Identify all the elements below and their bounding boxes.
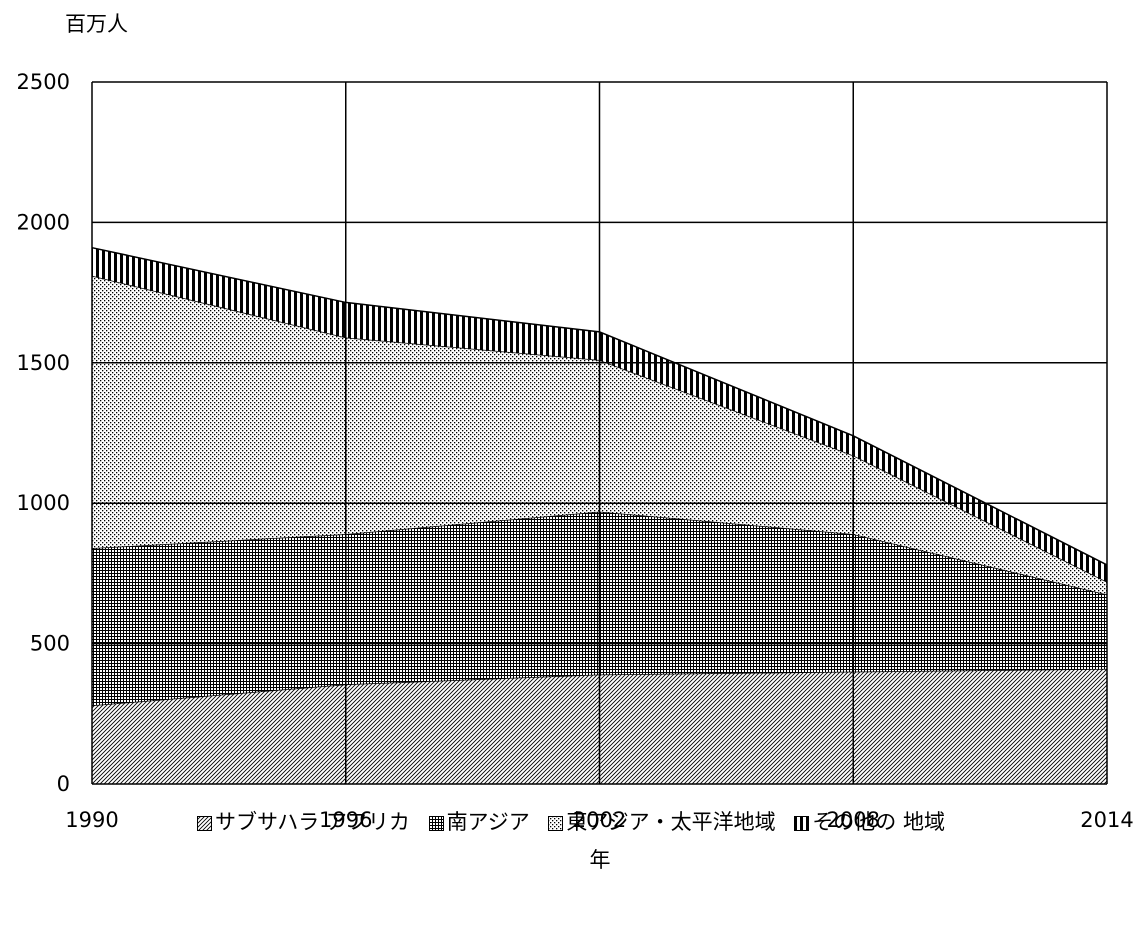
legend-swatch-diag-icon — [197, 816, 213, 831]
legend-label: その他の 地域 — [812, 810, 945, 834]
y-tick-label: 1500 — [17, 351, 70, 375]
legend-item-south-asia: 南アジア — [428, 806, 530, 836]
x-tick-label: 2014 — [1080, 808, 1133, 832]
x-tick-label: 1990 — [65, 808, 118, 832]
y-tick-label: 1000 — [17, 491, 70, 515]
x-tick-label: 1996 — [319, 808, 372, 832]
legend-swatch-vert-icon — [794, 816, 810, 831]
y-tick-label: 2500 — [17, 70, 70, 94]
legend-swatch-dots-icon — [548, 816, 564, 831]
y-tick-label: 2000 — [17, 210, 70, 234]
legend-swatch-grid-icon — [428, 816, 444, 831]
legend: サブサハラ アフリカ 南アジア 東アジア・太平洋地域 その他の 地域 — [0, 806, 1142, 836]
legend-item-sub-saharan-africa: サブサハラ アフリカ — [197, 806, 410, 836]
y-axis-label: 百万人 — [65, 12, 128, 36]
y-tick-labels: 0 500 1000 1500 2000 2500 — [17, 70, 70, 796]
legend-label: 東アジア・太平洋地域 — [566, 810, 776, 834]
legend-label: 南アジア — [446, 810, 530, 834]
legend-item-other-regions: その他の 地域 — [794, 806, 945, 836]
x-tick-labels: 1990 1996 2002 2008 2014 — [65, 808, 1133, 832]
legend-label: サブサハラ アフリカ — [215, 810, 410, 834]
gridlines — [91, 81, 1108, 785]
x-tick-label: 2008 — [827, 808, 880, 832]
y-tick-label: 0 — [57, 772, 70, 796]
legend-item-east-asia-pacific: 東アジア・太平洋地域 — [548, 806, 776, 836]
x-axis-label: 年 — [590, 848, 611, 872]
x-tick-label: 2002 — [573, 808, 626, 832]
y-tick-label: 500 — [30, 632, 70, 656]
